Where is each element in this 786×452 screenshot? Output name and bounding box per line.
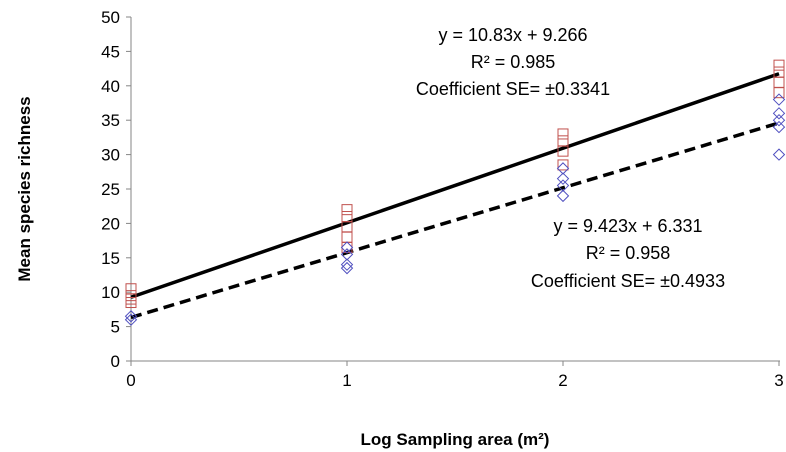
data-point-square [773,59,785,71]
y-tick-label: 25 [101,180,120,199]
annotation-top-r2: R² = 0.985 [471,52,556,72]
data-point-diamond [340,241,354,254]
chart-axes [130,17,780,362]
y-tick-label: 20 [101,214,120,233]
y-tick-label: 10 [101,283,120,302]
data-point-square [341,204,353,216]
trendline-annotation-bottom: y = 9.423x + 6.331 R² = 0.958 Coefficien… [531,216,725,291]
trendline-annotation-top: y = 10.83x + 9.266 R² = 0.985 Coefficien… [416,25,610,99]
data-point-square [557,159,569,171]
y-tick-label: 50 [101,8,120,27]
y-tick-label: 5 [111,318,120,337]
data-point-square [341,231,353,243]
data-point-square [557,135,569,147]
data-point-square [773,66,785,78]
data-point-square [341,211,353,223]
data-point-diamond [340,258,354,271]
data-point-diamond [772,113,786,127]
annotation-top-se: Coefficient SE= ±0.3341 [416,79,610,99]
annotation-bottom-r2: R² = 0.958 [586,243,671,263]
data-point-diamond [556,179,570,192]
x-tick-label: 3 [774,371,783,390]
y-axis-title: Mean species richness [15,96,34,281]
y-tick-label: 45 [101,42,120,61]
annotation-bottom-se: Coefficient SE= ±0.4933 [531,271,725,291]
data-point-diamond [556,172,570,185]
x-tick-label: 0 [126,371,135,390]
y-tick-label: 15 [101,249,120,268]
y-tick-label: 0 [111,352,120,371]
data-point-diamond [772,93,786,106]
y-tick-label: 40 [101,77,120,96]
x-tick-label: 1 [342,371,351,390]
x-axis-title: Log Sampling area (m²) [361,430,550,449]
data-points [124,59,786,326]
y-tick-label: 35 [101,111,120,130]
data-point-diamond [340,248,354,261]
trendline-series-0 [130,72,780,299]
data-point-square [773,76,785,88]
data-point-diamond [556,162,570,175]
x-axis-ticks: 0 1 2 3 [126,361,784,390]
y-axis-ticks: 0 5 10 15 20 25 30 35 40 45 50 [101,8,131,371]
data-point-square [557,128,569,140]
data-point-square [125,283,137,295]
trendlines [130,72,780,320]
data-point-square [773,87,785,99]
data-point-diamond [340,261,354,275]
data-point-diamond [772,120,786,134]
data-point-diamond [124,310,138,323]
data-point-diamond [772,148,786,161]
data-point-diamond [772,107,786,120]
trendline-series-1 [130,121,780,320]
annotation-bottom-equation: y = 9.423x + 6.331 [553,216,702,236]
x-tick-label: 2 [558,371,567,390]
annotation-top-equation: y = 10.83x + 9.266 [438,25,587,45]
data-point-square [125,290,137,302]
data-point-diamond [556,189,570,203]
y-tick-label: 30 [101,146,120,165]
